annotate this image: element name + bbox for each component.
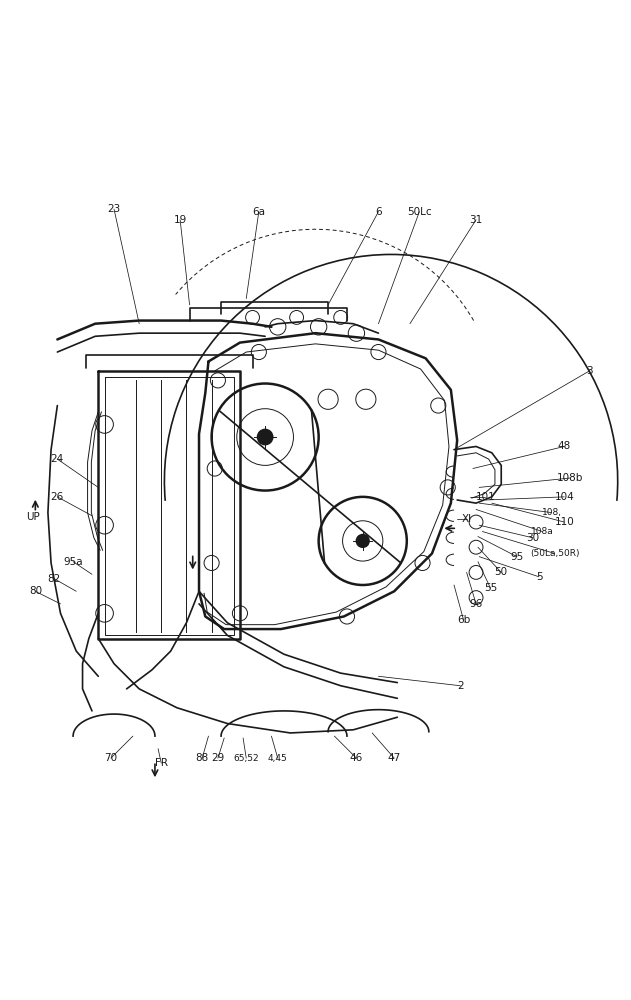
- Text: 50Lc: 50Lc: [407, 207, 432, 217]
- Text: 101: 101: [476, 492, 495, 502]
- Text: 3: 3: [586, 366, 593, 376]
- Text: 104: 104: [554, 492, 574, 502]
- Text: 108,: 108,: [541, 508, 562, 517]
- Text: 46: 46: [350, 753, 363, 763]
- Text: UP: UP: [27, 512, 40, 522]
- Text: 6a: 6a: [252, 207, 265, 217]
- Text: 30: 30: [526, 533, 540, 543]
- Circle shape: [357, 535, 369, 547]
- Text: FR: FR: [155, 758, 168, 768]
- Text: 5: 5: [536, 572, 542, 582]
- Text: 95: 95: [510, 552, 524, 562]
- Text: 108a: 108a: [531, 527, 553, 536]
- Text: 31: 31: [469, 215, 483, 225]
- Text: 80: 80: [29, 586, 42, 596]
- Text: 50: 50: [495, 567, 508, 577]
- Text: 65,52: 65,52: [233, 754, 259, 763]
- Text: 82: 82: [47, 574, 61, 584]
- Text: 29: 29: [211, 753, 225, 763]
- Text: 88: 88: [196, 753, 209, 763]
- Text: XI: XI: [461, 514, 471, 524]
- Text: (50La,50R): (50La,50R): [530, 549, 579, 558]
- Text: 96: 96: [469, 599, 483, 609]
- Text: 24: 24: [50, 454, 64, 464]
- Text: 19: 19: [174, 215, 187, 225]
- Text: 95a: 95a: [63, 557, 83, 567]
- Text: 108b: 108b: [557, 473, 584, 483]
- Text: 47: 47: [387, 753, 401, 763]
- Text: 23: 23: [107, 204, 121, 214]
- Text: 110: 110: [554, 517, 574, 527]
- Text: 48: 48: [558, 441, 571, 451]
- Text: 70: 70: [104, 753, 117, 763]
- Text: 4,45: 4,45: [268, 754, 288, 763]
- Text: 26: 26: [50, 492, 64, 502]
- Text: 2: 2: [457, 681, 464, 691]
- Text: 55: 55: [484, 583, 497, 593]
- Text: 6: 6: [375, 207, 382, 217]
- Text: 6b: 6b: [457, 615, 470, 625]
- Circle shape: [257, 429, 273, 445]
